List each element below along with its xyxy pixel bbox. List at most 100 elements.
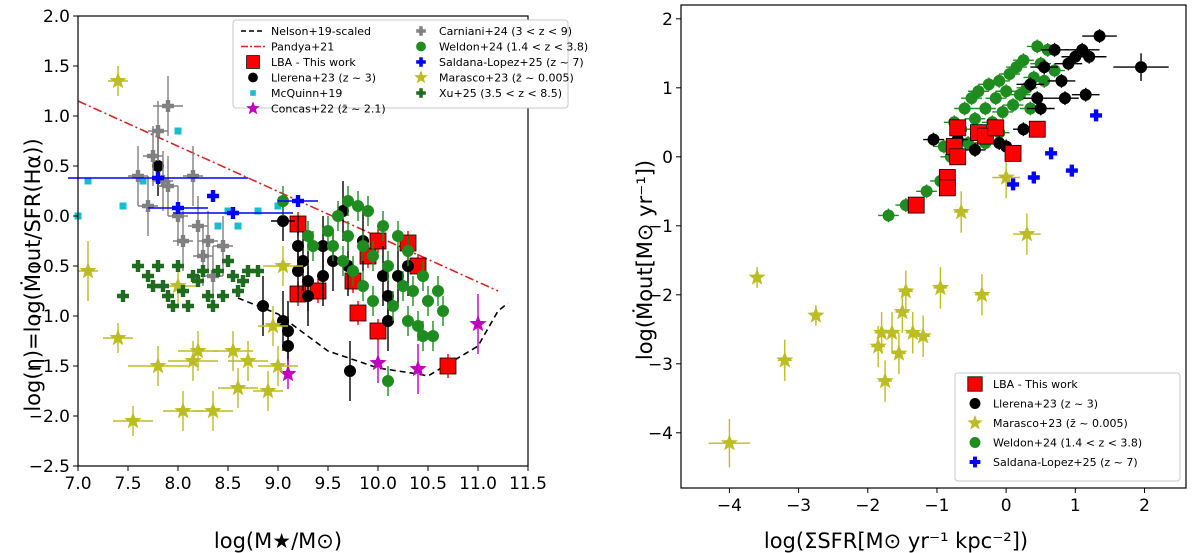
- left-legend-marker: [414, 70, 428, 84]
- left-xu-point: [132, 260, 144, 272]
- left-weldon-point: [357, 280, 369, 292]
- right-x-tick-label: −1: [924, 496, 949, 516]
- left-y-tick-label: −0.5: [29, 257, 70, 277]
- left-carniani-point: [187, 170, 199, 182]
- right-weldon-point: [993, 74, 1006, 87]
- left-lba-point: [369, 232, 387, 250]
- right-lba-point: [949, 119, 967, 137]
- left-weldon-point: [327, 240, 339, 252]
- left-marasco-point: [229, 379, 247, 396]
- left-y-tick-label: 0.0: [43, 207, 70, 227]
- left-carniani-point: [157, 175, 169, 187]
- left-nelson-line: [237, 297, 509, 377]
- left-marasco-point: [109, 329, 127, 346]
- left-mcquinn-point: [174, 127, 182, 135]
- right-saldana-point: [1007, 178, 1020, 191]
- right-y-tick-label: 1: [662, 79, 673, 99]
- left-xu-point: [197, 265, 209, 277]
- right-lba-point: [1004, 144, 1022, 162]
- left-carniani-point: [197, 250, 209, 262]
- left-xu-point: [237, 275, 249, 287]
- right-legend-entry: Marasco+23 (z̄ ~ 0.005): [967, 414, 1128, 430]
- left-carniani-point: [217, 240, 229, 252]
- left-marasco-point: [174, 402, 192, 419]
- right-weldon-point: [972, 85, 985, 98]
- left-axes-frame: [77, 15, 529, 467]
- right-x-axis-label: log(ΣSFR[M⊙ yr⁻¹ kpc⁻²]): [764, 529, 1028, 553]
- left-carniani-point: [177, 235, 189, 247]
- right-saldana-point: [1027, 171, 1040, 184]
- left-legend-label: Carniani+24 (3 < z < 9): [439, 25, 572, 38]
- left-lba-point: [349, 304, 367, 322]
- left-marasco-point: [269, 357, 287, 374]
- right-legend-entry: LBA - This work: [967, 376, 1078, 392]
- left-legend-entry: Weldon+24 (1.4 < z < 3.8): [416, 41, 588, 54]
- left-marasco-point: [109, 72, 127, 89]
- left-weldon-point: [302, 230, 314, 242]
- left-pandya-line: [77, 100, 499, 292]
- left-weldon-point: [422, 295, 434, 307]
- right-legend-marker: [967, 414, 983, 430]
- left-weldon-point: [342, 230, 354, 242]
- right-legend-label: Weldon+24 (1.4 < z < 3.8): [993, 437, 1142, 450]
- left-xu-point: [177, 285, 189, 297]
- left-legend-label: LBA - This work: [271, 56, 356, 69]
- left-carniani-point: [162, 180, 174, 192]
- right-legend-label: Saldana-Lopez+25 (z ~ 7): [993, 456, 1138, 469]
- left-llerena-point: [257, 300, 269, 312]
- left-weldon-point: [382, 375, 394, 387]
- right-weldon-point: [920, 185, 933, 198]
- right-marasco-point: [997, 168, 1015, 185]
- left-carniani-point: [162, 100, 174, 113]
- right-legend-label: Llerena+23 (z ~ 3): [993, 398, 1098, 411]
- left-xu-point: [142, 270, 154, 282]
- left-weldon-point: [307, 240, 319, 252]
- right-x-tick-label: 2: [1139, 496, 1150, 516]
- left-legend-entry: Carniani+24 (3 < z < 9): [416, 25, 572, 38]
- left-mcquinn-point: [214, 222, 222, 230]
- left-marasco-point: [184, 352, 202, 369]
- right-weldon-point: [1007, 99, 1020, 112]
- right-llerena-point: [1058, 92, 1071, 105]
- left-weldon-point: [407, 285, 419, 297]
- left-weldon-point: [357, 240, 369, 252]
- left-concas-point: [469, 315, 487, 332]
- left-mcquinn-point: [254, 207, 262, 215]
- right-weldon-point: [979, 102, 992, 115]
- left-saldana-point: [207, 190, 219, 202]
- left-llerena-point: [277, 215, 289, 227]
- left-legend-marker: [246, 101, 260, 115]
- left-legend-label: Saldana-Lopez+25 (z ~ 7): [439, 56, 584, 69]
- left-xu-point: [152, 260, 164, 272]
- right-llerena-point: [1024, 78, 1037, 91]
- left-carniani-point: [172, 210, 184, 222]
- right-weldon-point: [1017, 54, 1030, 67]
- left-weldon-point: [342, 195, 354, 207]
- left-legend-marker: [248, 72, 258, 83]
- left-legend-entry: Concas+22 (z̄ ~ 2.1): [246, 101, 386, 116]
- right-marasco-point: [897, 282, 915, 299]
- left-y-tick-label: −1.5: [29, 357, 70, 377]
- left-weldon-point: [367, 295, 379, 307]
- left-weldon-point: [367, 250, 379, 262]
- left-legend-marker: [246, 55, 260, 69]
- right-x-tick-label: −2: [855, 496, 880, 516]
- left-x-tick-label: 9.0: [264, 474, 291, 494]
- right-lba-point: [987, 119, 1005, 137]
- left-marasco-point: [79, 262, 97, 279]
- left-legend-marker: [416, 57, 426, 67]
- right-weldon-point: [969, 112, 982, 125]
- left-xu-point: [182, 300, 194, 312]
- left-mcquinn-point: [84, 177, 92, 185]
- left-legend-entry: McQuinn+19: [250, 87, 342, 100]
- left-carniani-point: [132, 170, 144, 182]
- left-llerena-point: [297, 255, 309, 267]
- left-carniani-point: [152, 125, 164, 137]
- left-xu-point: [222, 255, 234, 267]
- right-llerena-point: [1093, 30, 1106, 43]
- right-marasco-point: [914, 327, 932, 344]
- left-weldon-point: [322, 225, 334, 237]
- right-x-tick-label: −3: [786, 496, 811, 516]
- right-llerena-point: [1079, 88, 1092, 101]
- left-weldon-point: [332, 210, 344, 222]
